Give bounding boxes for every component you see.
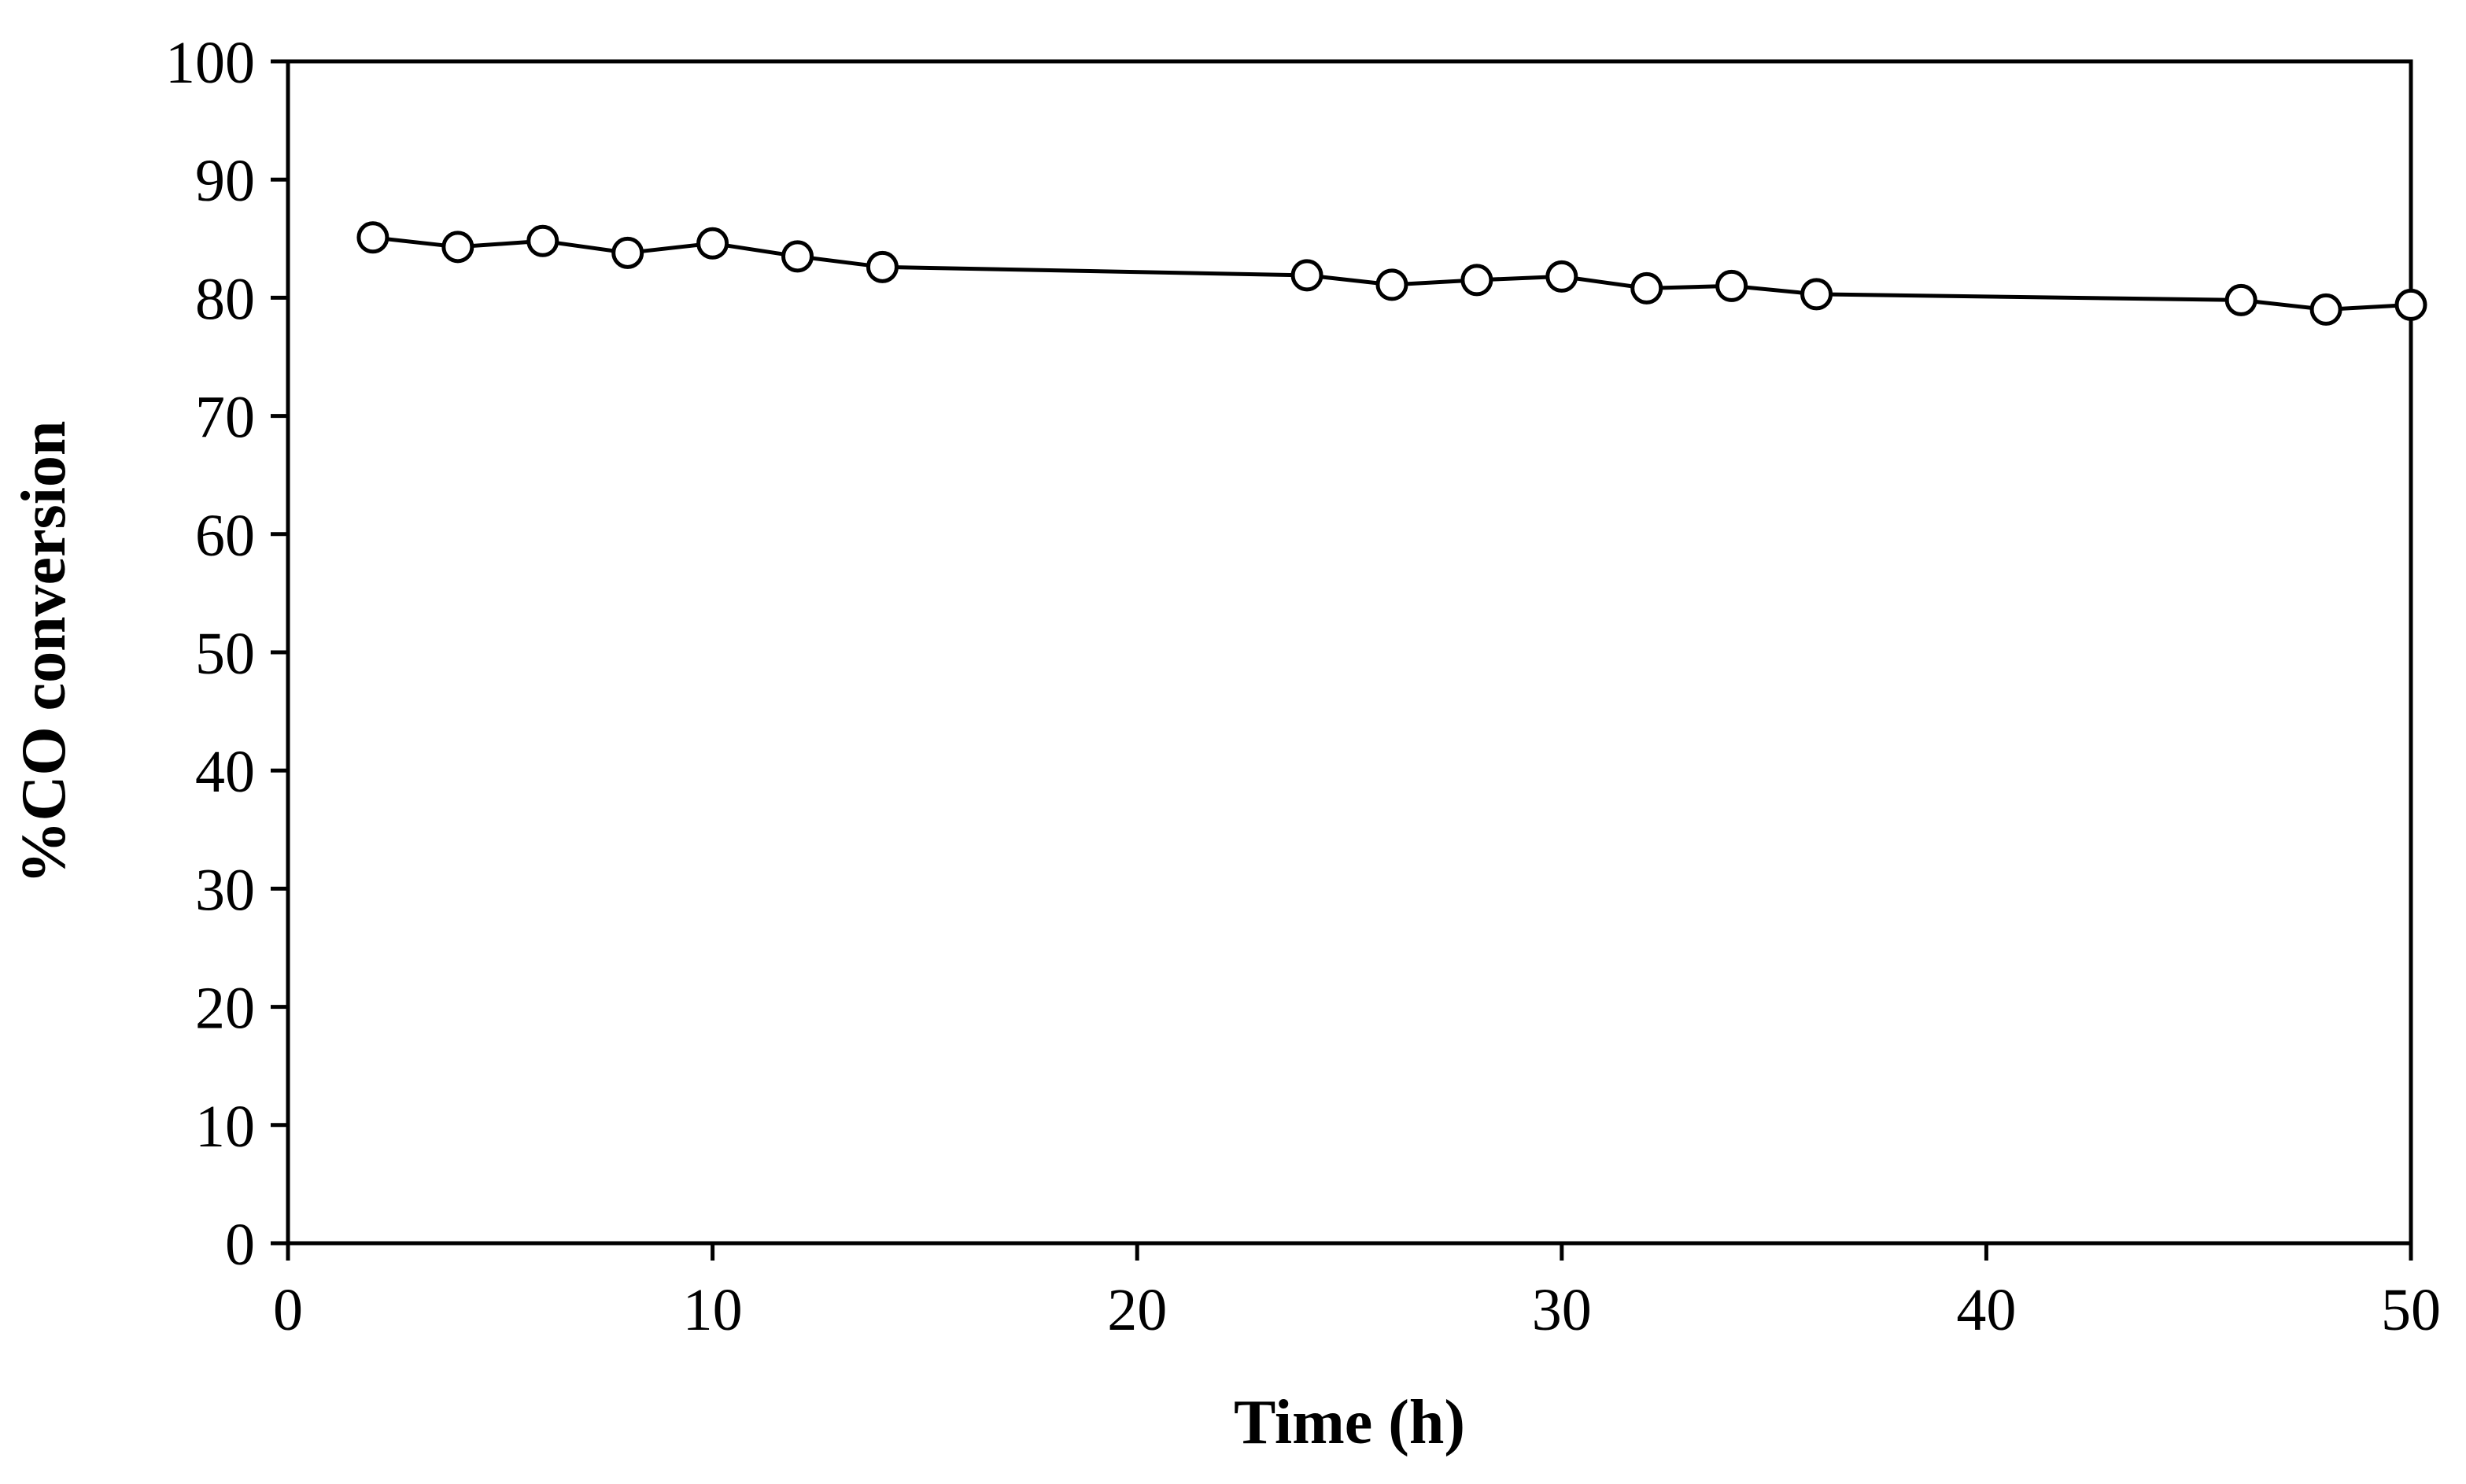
y-tick-label: 30 (195, 857, 255, 923)
y-tick-label: 40 (195, 739, 255, 805)
data-point-marker (1460, 264, 1493, 297)
y-axis-title: %CO conversion (9, 421, 79, 884)
data-point-marker (696, 227, 729, 260)
x-tick-label: 10 (683, 1277, 743, 1343)
x-tick-label: 50 (2381, 1277, 2441, 1343)
data-point-marker (1375, 268, 1408, 301)
data-point-marker (866, 250, 899, 283)
data-point-marker (781, 240, 814, 273)
data-point-marker (1715, 269, 1748, 302)
y-tick-label: 60 (195, 503, 255, 569)
data-point-marker (611, 236, 644, 269)
y-tick-label: 0 (225, 1212, 255, 1278)
data-point-marker (2224, 283, 2257, 316)
x-tick-label: 20 (1107, 1277, 1167, 1343)
y-tick-label: 80 (195, 266, 255, 332)
y-tick-label: 70 (195, 385, 255, 451)
y-tick-label: 90 (195, 148, 255, 214)
x-axis-ticks: 0 10 20 30 40 50 (273, 1243, 2441, 1343)
x-tick-label: 30 (1532, 1277, 1592, 1343)
y-tick-label: 20 (195, 976, 255, 1042)
y-tick-label: 100 (165, 30, 255, 96)
y-axis-ticks: 0 10 20 30 40 50 60 70 80 90 100 (165, 30, 288, 1278)
data-point-marker (441, 231, 474, 264)
data-point-marker (1290, 259, 1323, 292)
y-tick-label: 10 (195, 1094, 255, 1160)
y-tick-label: 50 (195, 621, 255, 687)
plot-area-frame (286, 59, 2413, 1246)
data-point-marker (1630, 271, 1663, 305)
x-tick-label: 0 (273, 1277, 303, 1343)
data-point-marker (2394, 288, 2427, 321)
data-point-marker (356, 221, 389, 254)
x-axis-title: Time (h) (1234, 1388, 1465, 1457)
data-point-marker (1800, 278, 1833, 311)
series-layer (356, 221, 2427, 326)
data-point-marker (2309, 293, 2342, 326)
x-tick-label: 40 (1956, 1277, 2016, 1343)
data-point-marker (526, 224, 559, 257)
data-point-marker (1545, 260, 1578, 293)
